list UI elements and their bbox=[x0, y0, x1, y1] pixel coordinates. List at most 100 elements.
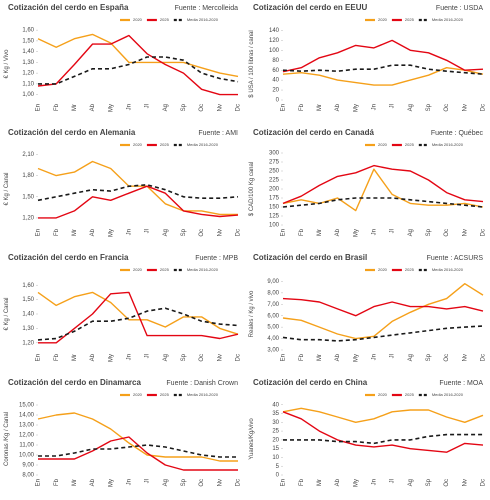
x-tick-label: Ab bbox=[335, 353, 341, 361]
legend-label: 2020 bbox=[378, 392, 388, 397]
x-tick-label: Fb bbox=[299, 353, 305, 361]
y-axis-label: $ CAD/100 Kg canal bbox=[249, 162, 255, 216]
series-line bbox=[38, 436, 238, 471]
y-tick-label: 6,00 bbox=[267, 313, 279, 319]
x-tick-label: Ab bbox=[90, 103, 96, 111]
source: Fuente : MPB bbox=[195, 255, 238, 262]
x-tick-label: Oc bbox=[444, 104, 450, 112]
x-tick-label: Oc bbox=[199, 229, 205, 237]
y-tick-label: 1,80 bbox=[22, 173, 34, 179]
legend-label: 2020 bbox=[133, 392, 143, 397]
x-tick-label: Nv bbox=[217, 354, 223, 361]
chart-title: Cotización del cerdo en Alemania bbox=[8, 128, 136, 137]
y-tick-label: 1,50 bbox=[22, 38, 34, 44]
legend-label: 2025 bbox=[405, 142, 415, 147]
x-tick-label: Oc bbox=[444, 229, 450, 237]
x-tick-label: Fb bbox=[54, 228, 60, 236]
x-tick-label: Mr bbox=[72, 354, 78, 361]
series-line bbox=[282, 164, 484, 205]
x-tick-label: Sp bbox=[426, 478, 432, 486]
x-tick-label: Ab bbox=[90, 353, 96, 361]
y-tick-label: 225 bbox=[269, 178, 280, 184]
x-tick-label: Dc bbox=[481, 479, 487, 486]
y-tick-label: 30 bbox=[272, 420, 279, 426]
y-tick-label: 1,50 bbox=[22, 194, 34, 200]
y-tick-label: 10,00 bbox=[19, 453, 35, 459]
x-tick-label: Jl bbox=[390, 229, 396, 233]
x-tick-label: Ag bbox=[163, 229, 169, 236]
x-tick-label: En bbox=[36, 479, 42, 486]
y-tick-label: 175 bbox=[269, 196, 280, 202]
series-line bbox=[282, 297, 484, 317]
y-tick-label: 140 bbox=[269, 28, 280, 34]
x-tick-label: Sp bbox=[181, 103, 187, 111]
x-tick-label: Mr bbox=[72, 479, 78, 486]
series-line bbox=[37, 412, 238, 462]
x-tick-label: Sp bbox=[181, 353, 187, 361]
x-tick-label: Mr bbox=[317, 479, 323, 486]
x-tick-label: Dc bbox=[481, 354, 487, 361]
series-line bbox=[282, 411, 484, 453]
x-tick-label: Ab bbox=[90, 478, 96, 486]
x-tick-label: Jl bbox=[145, 354, 151, 358]
x-tick-label: My bbox=[108, 104, 114, 112]
x-tick-label: Jn bbox=[371, 479, 377, 485]
legend-label: 2020 bbox=[133, 142, 143, 147]
x-tick-label: En bbox=[281, 354, 287, 361]
x-tick-label: Jl bbox=[390, 354, 396, 358]
y-axis-label: € Kg / Vivo bbox=[4, 49, 10, 79]
x-tick-label: My bbox=[108, 354, 114, 362]
y-tick-label: 20 bbox=[272, 88, 279, 94]
x-tick-label: Nv bbox=[462, 229, 468, 236]
source: Fuente : ACSURS bbox=[427, 255, 484, 262]
y-tick-label: 11,00 bbox=[19, 443, 34, 449]
x-tick-label: Fb bbox=[299, 478, 305, 486]
y-tick-label: 0 bbox=[276, 98, 280, 104]
chart-panel: Cotización del cerdo en España Fuente : M… bbox=[4, 3, 242, 112]
chart-title: Cotización del cerdo en EEUU bbox=[253, 3, 367, 12]
legend-label: 2025 bbox=[160, 392, 170, 397]
chart-panel: Cotización del cerdo en China Fuente : MO… bbox=[249, 378, 487, 487]
y-tick-label: 100 bbox=[269, 48, 280, 54]
y-tick-label: 250 bbox=[269, 169, 280, 175]
x-tick-label: Fb bbox=[299, 103, 305, 111]
series-line bbox=[282, 66, 484, 86]
x-tick-label: Ag bbox=[163, 354, 169, 361]
x-tick-label: Jn bbox=[126, 479, 132, 485]
legend-label: 2020 bbox=[378, 267, 388, 272]
y-tick-label: 60 bbox=[272, 68, 279, 74]
x-tick-label: Sp bbox=[426, 353, 432, 361]
x-tick-label: Fb bbox=[54, 353, 60, 361]
x-tick-label: Nv bbox=[462, 104, 468, 111]
x-tick-label: Jn bbox=[126, 354, 132, 360]
x-tick-label: Ab bbox=[335, 103, 341, 111]
x-tick-label: My bbox=[108, 479, 114, 487]
series-line bbox=[37, 33, 239, 78]
y-tick-label: 1,60 bbox=[22, 283, 34, 289]
legend-label: Media 2016-2020 bbox=[187, 17, 219, 22]
x-tick-label: My bbox=[353, 479, 359, 487]
legend-label: Media 2016-2020 bbox=[432, 392, 464, 397]
series-line bbox=[38, 56, 239, 85]
x-tick-label: Ag bbox=[408, 229, 414, 236]
chart-title: Cotización del cerdo en Canadá bbox=[253, 128, 374, 137]
x-tick-label: En bbox=[36, 229, 42, 236]
series-line bbox=[38, 444, 238, 458]
x-tick-label: En bbox=[36, 104, 42, 111]
legend-label: 2020 bbox=[133, 17, 143, 22]
series-line bbox=[37, 291, 239, 335]
x-tick-label: Jl bbox=[145, 229, 151, 233]
y-tick-label: 1,10 bbox=[22, 81, 34, 87]
y-axis-label: $ USA / 100 libras / canal bbox=[249, 30, 255, 97]
y-tick-label: 15 bbox=[272, 446, 279, 452]
legend-label: Media 2016-2020 bbox=[432, 267, 464, 272]
series-line bbox=[37, 34, 238, 96]
y-tick-label: 40 bbox=[272, 78, 279, 84]
y-tick-label: 8,00 bbox=[22, 473, 34, 479]
x-tick-label: Jn bbox=[371, 104, 377, 110]
y-tick-label: 35 bbox=[272, 411, 279, 417]
x-tick-label: Nv bbox=[462, 479, 468, 486]
series-line bbox=[282, 39, 484, 73]
x-tick-label: Ag bbox=[408, 104, 414, 111]
series-line bbox=[38, 185, 239, 219]
